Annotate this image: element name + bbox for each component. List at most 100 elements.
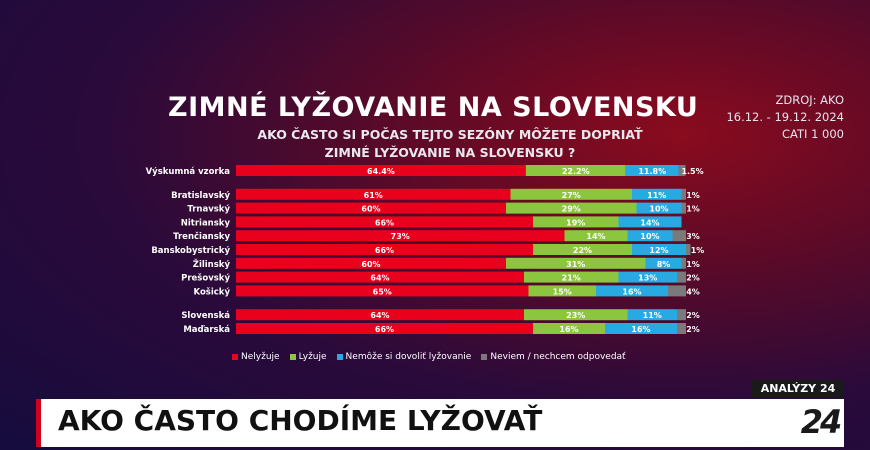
category-label: Košický — [194, 286, 231, 297]
data-label-nemoze: 14% — [640, 218, 659, 227]
data-label-nelyzuje: 66% — [375, 218, 394, 227]
data-label-lyzuje: 23% — [566, 311, 585, 320]
bar-segment-neviem — [677, 323, 686, 334]
bar-segment-neviem — [677, 271, 686, 283]
bar-segment-lyzuje — [506, 257, 646, 269]
legend-swatch-blue — [336, 354, 343, 360]
data-label-lyzuje: 22% — [573, 246, 592, 255]
data-label-nemoze: 13% — [638, 274, 657, 283]
data-label-neviem: 1% — [686, 260, 700, 269]
data-label-nemoze: 11% — [647, 191, 666, 200]
data-label-neviem: 1% — [686, 191, 700, 200]
category-label: Trenčiansky — [173, 231, 230, 242]
category-label: Bratislavský — [171, 191, 230, 201]
bar-segment-neviem — [678, 165, 686, 176]
category-label: Nitriansky — [181, 218, 231, 228]
data-label-nemoze: 10% — [640, 232, 659, 241]
data-label-nelyzuje: 73% — [391, 232, 410, 241]
data-label-nemoze: 16% — [622, 287, 641, 296]
bar-segment-nemoze — [632, 188, 682, 200]
source-info: ZDROJ: AKO 16.12. - 19.12. 2024 CATI 1 0… — [704, 92, 844, 143]
data-label-lyzuje: 31% — [566, 260, 585, 269]
bar-segment-nemoze — [605, 323, 677, 334]
data-label-neviem: 3% — [686, 232, 700, 241]
ticker-accent — [36, 399, 41, 447]
data-label-nelyzuje: 66% — [375, 325, 394, 334]
data-label-lyzuje: 15% — [553, 287, 572, 296]
source-line-3: CATI 1 000 — [782, 127, 844, 141]
bar-segment-lyzuje — [510, 188, 632, 200]
bar-segment-nelyzuje — [236, 244, 533, 255]
data-label-nelyzuje: 66% — [375, 246, 394, 255]
legend-label-lyzuje: Lyžuje — [298, 352, 327, 362]
chart-legend: Nelyžuje Lyžuje Nemôže si dovoliť lyžova… — [232, 352, 626, 362]
bar-segment-neviem — [681, 202, 686, 214]
category-label: Trnavský — [187, 205, 230, 215]
bar-segment-lyzuje — [528, 285, 596, 297]
legend-item-lyzuje: Lyžuje — [289, 352, 327, 362]
data-label-lyzuje: 19% — [566, 218, 585, 227]
data-label-nemoze: 12% — [649, 246, 668, 255]
data-label-nelyzuje: 64.4% — [367, 167, 395, 176]
data-label-neviem: 2% — [686, 311, 700, 320]
source-line-2: 16.12. - 19.12. 2024 — [726, 110, 844, 124]
channel-logo: 24 — [796, 399, 844, 447]
category-label: Výskumná vzorka — [146, 167, 231, 177]
bar-segment-nemoze — [625, 165, 679, 176]
news-ticker-bar — [36, 399, 796, 447]
data-label-neviem: 1% — [691, 246, 705, 255]
data-label-nemoze: 11% — [643, 311, 662, 320]
bar-segment-nelyzuje — [236, 230, 565, 242]
category-label: Slovenská — [181, 311, 230, 321]
data-label-neviem: 2% — [686, 325, 700, 334]
chart-subtitle: AKO ČASTO SI POČAS TEJTO SEZÓNY MÔŽETE D… — [220, 126, 680, 162]
bar-segment-nemoze — [636, 202, 682, 214]
legend-label-neviem: Neviem / nechcem odpovedať — [490, 352, 626, 362]
data-label-nelyzuje: 65% — [373, 287, 392, 296]
bar-segment-lyzuje — [524, 309, 628, 321]
bar-segment-nelyzuje — [236, 202, 506, 214]
legend-item-nemoze: Nemôže si dovoliť lyžovanie — [336, 352, 472, 362]
data-label-lyzuje: 27% — [562, 191, 581, 200]
bar-segment-lyzuje — [564, 230, 628, 242]
bar-segment-nelyzuje — [236, 285, 529, 297]
legend-label-nemoze: Nemôže si dovoliť lyžovanie — [345, 352, 472, 362]
bar-segment-nemoze — [618, 216, 682, 228]
legend-label-nelyzuje: Nelyžuje — [241, 352, 280, 362]
legend-swatch-grey — [481, 354, 488, 360]
data-label-nelyzuje: 64% — [370, 274, 389, 283]
bar-segment-nelyzuje — [236, 323, 533, 334]
data-label-neviem: 1% — [686, 205, 700, 214]
bar-segment-nemoze — [632, 244, 686, 255]
bar-segment-nemoze — [627, 230, 673, 242]
category-label: Maďarská — [183, 325, 230, 335]
bar-segment-nemoze — [627, 309, 677, 321]
channel-logo-text: 24 — [800, 403, 843, 441]
bar-segment-lyzuje — [524, 271, 619, 283]
data-label-nelyzuje: 60% — [361, 205, 380, 214]
data-label-neviem: 4% — [686, 287, 700, 296]
bar-segment-neviem — [686, 244, 691, 255]
bar-segment-nelyzuje — [236, 257, 506, 269]
data-label-lyzuje: 22.2% — [562, 167, 590, 176]
brand-tag: ANALÝZY 24 — [752, 380, 844, 398]
bar-segment-nelyzuje — [236, 188, 511, 200]
bar-segment-nelyzuje — [236, 309, 524, 321]
bar-segment-nemoze — [618, 271, 677, 283]
legend-item-neviem: Neviem / nechcem odpovedať — [481, 352, 626, 362]
bar-segment-nemoze — [596, 285, 668, 297]
data-label-neviem: 1.5% — [681, 167, 703, 176]
bar-segment-nelyzuje — [236, 165, 526, 176]
bar-segment-lyzuje — [506, 202, 637, 214]
category-label: Banskobystrický — [151, 246, 230, 256]
bar-segment-neviem — [668, 285, 686, 297]
data-label-nelyzuje: 60% — [361, 260, 380, 269]
data-label-lyzuje: 29% — [562, 205, 581, 214]
data-label-lyzuje: 21% — [562, 274, 581, 283]
data-label-neviem: 2% — [686, 274, 700, 283]
subtitle-line-2: ZIMNÉ LYŽOVANIE NA SLOVENSKU ? — [324, 145, 576, 160]
legend-item-nelyzuje: Nelyžuje — [232, 352, 280, 362]
legend-swatch-green — [289, 354, 296, 360]
bar-segment-lyzuje — [533, 323, 605, 334]
